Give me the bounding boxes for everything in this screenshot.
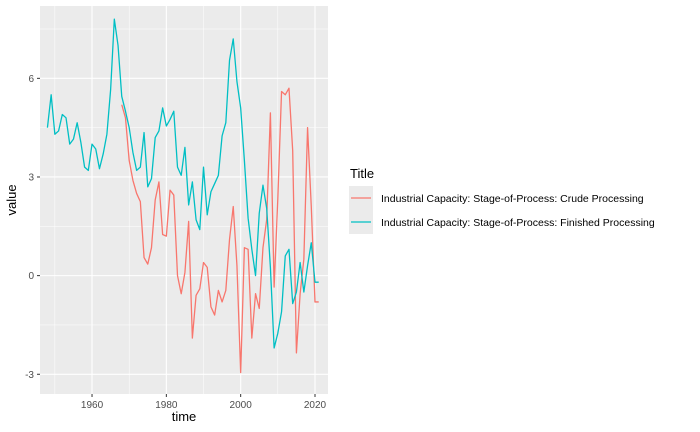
y-axis-tick-labels: -3 0 3 6	[25, 74, 34, 381]
plot-panel	[40, 6, 328, 394]
x-tick-label: 1960	[81, 400, 104, 411]
series-line-finished-processing	[46, 18, 319, 349]
y-tick-label: 3	[28, 172, 34, 183]
x-axis-tick-labels: 1960 1980 2000 2020	[81, 400, 327, 411]
axis-ticks	[37, 77, 316, 397]
x-tick-label: 2000	[230, 400, 253, 411]
minor-gridlines	[40, 6, 328, 394]
legend-title: Title	[350, 166, 374, 181]
y-tick-label: -3	[25, 370, 34, 381]
legend: Title Industrial Capacity: Stage-of-Proc…	[349, 166, 655, 234]
legend-label-finished-processing: Industrial Capacity: Stage-of-Process: F…	[381, 217, 655, 229]
y-axis-title: value	[4, 184, 19, 215]
y-tick-label: 0	[28, 271, 34, 282]
y-tick-label: 6	[28, 74, 34, 85]
legend-label-crude-processing: Industrial Capacity: Stage-of-Process: C…	[381, 193, 644, 205]
series-line-crude-processing	[121, 87, 319, 374]
x-axis-title: time	[172, 409, 197, 424]
series-lines	[46, 18, 319, 374]
x-tick-label: 2020	[304, 400, 327, 411]
x-tick-label: 1980	[155, 400, 178, 411]
